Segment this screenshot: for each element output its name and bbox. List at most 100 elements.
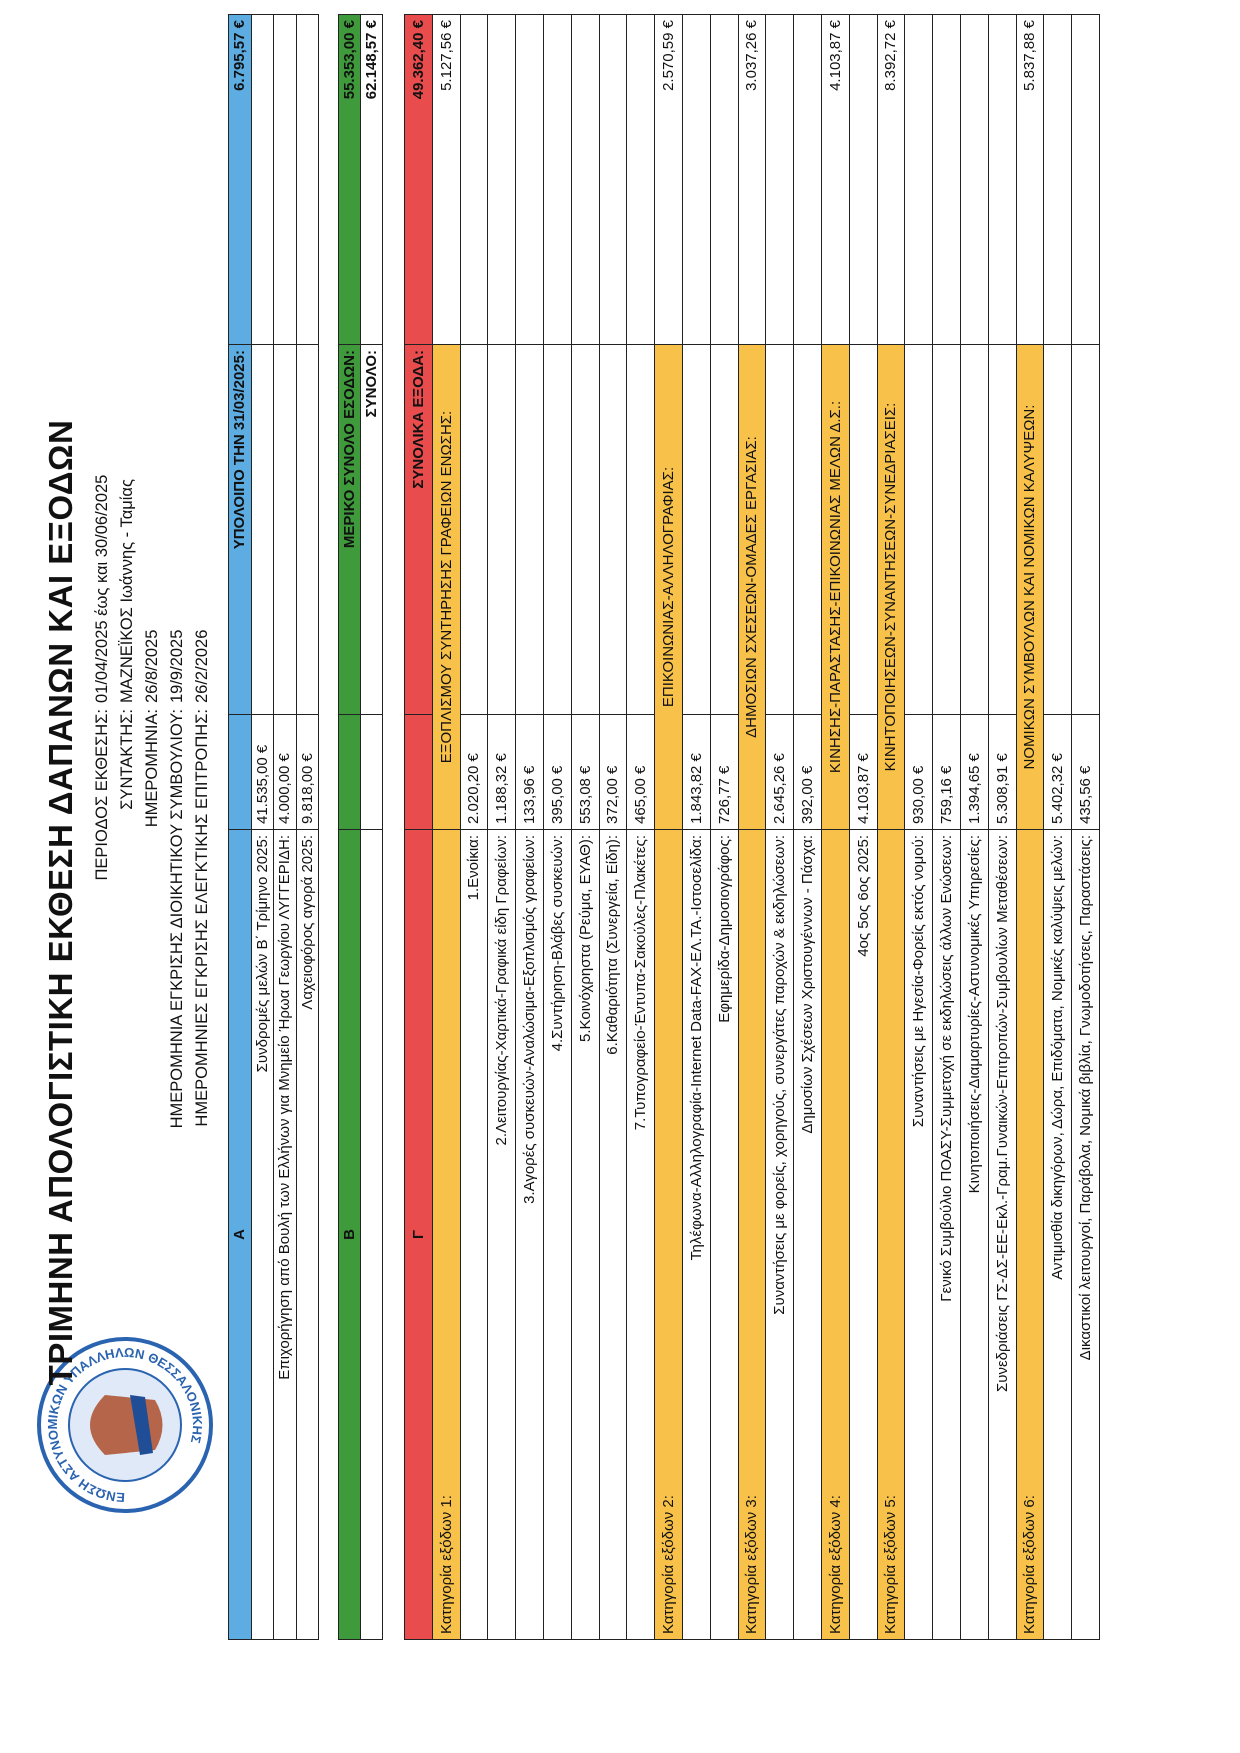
section-letter: Α <box>228 829 251 1640</box>
item-total <box>904 14 933 345</box>
info: ΠΕΡΙΟΔΟΣ ΕΚΘΕΣΗΣ: 01/04/2025 έως και 30/0… <box>90 0 215 1753</box>
category-label: ΔΗΜΟΣΙΩΝ ΣΧΕΣΕΩΝ-ΟΜΑΔΕΣ ΕΡΓΑΣΙΑΣ: <box>738 344 766 830</box>
item-desc: Δικαστικοί λειτουργοί, Παράβολα, Νομικά … <box>1071 829 1100 1640</box>
row: 6.Καθαριότητα (Συνεργεία, Είδη): 372,00 € <box>599 14 627 1640</box>
item-total <box>849 14 878 345</box>
row: 5.Κοινόχρηστα (Ρεύμα, ΕΥΑΘ): 553,08 € <box>571 14 600 1640</box>
row: Λαχειοφόρος αγορά 2025: 9.818,00 € <box>296 14 319 1640</box>
item-label <box>793 344 822 715</box>
category-total: 5.837,88 € <box>1016 14 1044 345</box>
category-name: Κατηγορία εξόδων 4: <box>821 829 850 1640</box>
category-total: 4.103,87 € <box>821 14 850 345</box>
item-total <box>960 14 989 345</box>
row: Κατηγορία εξόδων 3: ΔΗΜΟΣΙΩΝ ΣΧΕΣΕΩΝ-ΟΜΑΔ… <box>738 14 766 1640</box>
info-label: ΗΜΕΡΟΜΗΝΙΑ ΕΓΚΡΙΣΗΣ ΔΙΟΙΚΗΤΙΚΟΥ ΣΥΜΒΟΥΛΙ… <box>168 709 186 1129</box>
item-desc: Συναντήσεις με Ηγεσία-Φορείς εκτός νομού… <box>904 829 933 1640</box>
item-label <box>1071 344 1100 715</box>
logo-band <box>130 1395 153 1455</box>
row: 4ος 5ος 6ος 2025: 4.103,87 € <box>849 14 878 1640</box>
section-letter: Γ <box>404 829 433 1640</box>
item-amount: 759,16 € <box>932 714 961 830</box>
row: 3.Αγορές συσκευών-Αναλώσιμα-Εξοπλισμός γ… <box>515 14 544 1640</box>
item-desc: Κινητοποιήσεις-Διαμαρτυρίες-Αστυνομικές … <box>960 829 989 1640</box>
row: Γ ΣΥΝΟΛΙΚΑ ΕΞΟΔΑ: 49.362,40 € <box>404 14 433 1640</box>
category-name: Κατηγορία εξόδων 6: <box>1016 829 1044 1640</box>
item-label <box>682 344 711 715</box>
section-label: ΜΕΡΙΚΟ ΣΥΝΟΛΟ ΕΣΟΔΩΝ: <box>338 344 361 715</box>
item-amount: 1.394,65 € <box>960 714 989 830</box>
item-desc: Συναντήσεις με φορείς, χορηγούς, συνεργά… <box>765 829 794 1640</box>
row: ΣΥΝΟΛΟ: 62.148,57 € <box>360 14 383 1640</box>
row: Τηλέφωνα-Αλληλογραφία-Internet Data-FAX-… <box>682 14 711 1640</box>
item-amount: 1.188,32 € <box>487 714 516 830</box>
item-total <box>460 14 488 345</box>
item-desc: Επιχορήγηση από Βουλή των Ελλήνων για Μν… <box>273 829 296 1640</box>
item-label <box>1043 344 1072 715</box>
item-label <box>599 344 627 715</box>
info-value: ΜΑΖΝΕΪΚΟΣ Ιωάννης - Ταμίας <box>118 479 136 703</box>
info-line: ΣΥΝΤΑΚΤΗΣ: ΜΑΖΝΕΪΚΟΣ Ιωάννης - Ταμίας <box>115 0 140 1753</box>
item-total <box>765 14 794 345</box>
item-desc: 4ος 5ος 6ος 2025: <box>849 829 878 1640</box>
row: Δικαστικοί λειτουργοί, Παράβολα, Νομικά … <box>1071 14 1100 1640</box>
item-desc <box>360 829 383 1640</box>
item-desc: 3.Αγορές συσκευών-Αναλώσιμα-Εξοπλισμός γ… <box>515 829 544 1640</box>
section-total: 49.362,40 € <box>404 14 433 345</box>
item-total <box>1043 14 1072 345</box>
item-total <box>273 14 296 345</box>
info-value: 01/04/2025 έως και 30/06/2025 <box>93 474 111 703</box>
category-name: Κατηγορία εξόδων 1: <box>432 829 461 1640</box>
category-name: Κατηγορία εξόδων 5: <box>877 829 905 1640</box>
item-desc: Λαχειοφόρος αγορά 2025: <box>296 829 319 1640</box>
category-label: ΚΙΝΗΤΟΠΟΙΗΣΕΩΝ-ΣΥΝΑΝΤΗΣΕΩΝ-ΣΥΝΕΔΡΙΑΣΕΙΣ: <box>877 344 905 830</box>
row: Συναντήσεις με Ηγεσία-Φορείς εκτός νομού… <box>904 14 933 1640</box>
item-amount: 4.103,87 € <box>849 714 878 830</box>
item-total <box>932 14 961 345</box>
section-letter: Β <box>338 829 361 1640</box>
item-total <box>1071 14 1100 345</box>
item-label <box>487 344 516 715</box>
table-block: Α ΥΠΟΛΟΙΠΟ ΤΗΝ 31/03/2025: 6.795,57 € Συνδρ… <box>228 14 319 1640</box>
category-label: ΚΙΝΗΣΗΣ-ΠΑΡΑΣΤΑΣΗΣ-ΕΠΙΚΟΙΝΩΝΙΑΣ ΜΕΛΩΝ Δ.… <box>821 344 850 830</box>
item-amount: 9.818,00 € <box>296 714 319 830</box>
item-label <box>571 344 600 715</box>
cell <box>404 714 433 830</box>
item-label <box>626 344 655 715</box>
section-total: 55.353,00 € <box>338 14 361 345</box>
item-amount: 930,00 € <box>904 714 933 830</box>
item-amount: 435,56 € <box>1071 714 1100 830</box>
item-desc: Γενικό Συμβούλιο ΠΟΑΣΥ-Συμμετοχή σε εκδη… <box>932 829 961 1640</box>
item-amount: 1.843,82 € <box>682 714 711 830</box>
row: Αντιμισθία δικηγόρων, Δώρα, Επιδόματα, Ν… <box>1043 14 1072 1640</box>
row: Κατηγορία εξόδων 4: ΚΙΝΗΣΗΣ-ΠΑΡΑΣΤΑΣΗΣ-ΕΠ… <box>821 14 850 1640</box>
category-total: 3.037,26 € <box>738 14 766 345</box>
item-desc: 6.Καθαριότητα (Συνεργεία, Είδη): <box>599 829 627 1640</box>
info-label: ΠΕΡΙΟΔΟΣ ΕΚΘΕΣΗΣ: <box>93 709 111 881</box>
item-total <box>543 14 572 345</box>
item-total <box>682 14 711 345</box>
item-amount: 133,96 € <box>515 714 544 830</box>
item-desc: Τηλέφωνα-Αλληλογραφία-Internet Data-FAX-… <box>682 829 711 1640</box>
item-amount: 4.000,00 € <box>273 714 296 830</box>
item-amount: 2.020,20 € <box>460 714 488 830</box>
item-label <box>543 344 572 715</box>
item-total <box>710 14 739 345</box>
item-label <box>960 344 989 715</box>
item-total <box>251 14 274 345</box>
item-total <box>571 14 600 345</box>
item-total <box>599 14 627 345</box>
cell <box>338 714 361 830</box>
row: 2.Λειτουργίας-Χαρτικά-Γραφικά είδη Γραφε… <box>487 14 516 1640</box>
item-desc: Συνδρομές μελών Β΄ Τρίμηνο 2025: <box>251 829 274 1640</box>
item-total <box>626 14 655 345</box>
section-total: 6.795,57 € <box>228 14 251 345</box>
row: Εφημερίδα-Δημοσιογράφος: 726,77 € <box>710 14 739 1640</box>
category-total: 8.392,72 € <box>877 14 905 345</box>
item-total <box>487 14 516 345</box>
item-amount: 5.402,32 € <box>1043 714 1072 830</box>
info-line: ΗΜΕΡΟΜΗΝΙΑ ΕΓΚΡΙΣΗΣ ΔΙΟΙΚΗΤΙΚΟΥ ΣΥΜΒΟΥΛΙ… <box>165 0 190 1753</box>
table-block: Β ΜΕΡΙΚΟ ΣΥΝΟΛΟ ΕΣΟΔΩΝ: 55.353,00 € ΣΥΝΟΛΟ:… <box>338 14 383 1640</box>
row: Δημοσίων Σχέσεων Χριστουγέννων - Πάσχα: 3… <box>793 14 822 1640</box>
info-line: ΠΕΡΙΟΔΟΣ ΕΚΘΕΣΗΣ: 01/04/2025 έως και 30/0… <box>90 0 115 1753</box>
item-label <box>932 344 961 715</box>
